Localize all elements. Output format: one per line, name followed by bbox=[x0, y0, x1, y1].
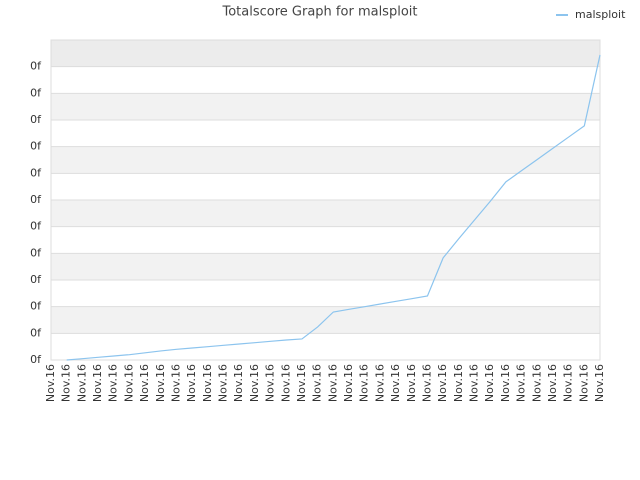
y-tick-label: 0f bbox=[30, 326, 42, 339]
legend-label: malsploit bbox=[575, 8, 626, 21]
y-tick-label: 0f bbox=[30, 140, 42, 153]
x-tick-label: Nov.16 bbox=[405, 364, 418, 402]
x-tick-label: Nov.16 bbox=[295, 364, 308, 402]
x-tick-label: Nov.16 bbox=[342, 364, 355, 402]
line bbox=[66, 54, 601, 361]
band bbox=[51, 280, 600, 307]
band bbox=[51, 173, 600, 200]
x-tick-label: Nov.16 bbox=[593, 364, 606, 402]
x-tick-label: Nov.16 bbox=[420, 364, 433, 402]
chart-title: Totalscore Graph for malsploit bbox=[222, 5, 418, 20]
x-tick-label: Nov.16 bbox=[279, 364, 292, 402]
y-tick-label: 0f bbox=[30, 113, 42, 126]
x-tick-label: Nov.16 bbox=[107, 364, 120, 402]
band bbox=[51, 66, 600, 94]
y-tick-label: 0f bbox=[30, 86, 42, 99]
x-tick-label: Nov.16 bbox=[577, 364, 590, 402]
band bbox=[51, 146, 600, 174]
x-tick-label: Nov.16 bbox=[122, 364, 135, 402]
y-tick-label: 0f bbox=[30, 273, 42, 286]
x-tick-label: Nov.16 bbox=[264, 364, 277, 402]
x-tick-label: Nov.16 bbox=[201, 364, 214, 402]
x-tick-label: Nov.16 bbox=[515, 364, 528, 402]
x-tick-label: Nov.16 bbox=[75, 364, 88, 402]
x-tick-label: Nov.16 bbox=[452, 364, 465, 402]
y-tick-label: 0f bbox=[30, 300, 42, 313]
y-tick-label: 0f bbox=[30, 193, 42, 206]
band bbox=[51, 40, 600, 67]
x-tick-label: Nov.16 bbox=[311, 364, 324, 402]
x-tick-label: Nov.16 bbox=[217, 364, 230, 402]
band bbox=[51, 253, 600, 280]
band bbox=[51, 120, 600, 147]
y-tick-label: 0f bbox=[30, 60, 42, 73]
y-tick-label: 0f bbox=[30, 246, 42, 259]
x-tick-label: Nov.16 bbox=[185, 364, 198, 402]
x-tick-label: Nov.16 bbox=[546, 364, 559, 402]
x-tick-label: Nov.16 bbox=[248, 364, 261, 402]
x-tick-label: Nov.16 bbox=[530, 364, 543, 402]
x-tick-label: Nov.16 bbox=[483, 364, 496, 402]
band bbox=[51, 93, 600, 120]
x-tick-label: Nov.16 bbox=[44, 364, 57, 402]
x-tick-label: Nov.16 bbox=[436, 364, 449, 402]
x-tick-label: Nov.16 bbox=[60, 364, 73, 402]
x-tick-label: Nov.16 bbox=[138, 364, 151, 402]
x-tick-label: Nov.16 bbox=[232, 364, 245, 402]
band bbox=[51, 226, 600, 254]
x-tick-label: Nov.16 bbox=[169, 364, 182, 402]
x-tick-label: Nov.16 bbox=[91, 364, 104, 402]
x-tick-label: Nov.16 bbox=[389, 364, 402, 402]
x-tick-label: Nov.16 bbox=[154, 364, 167, 402]
y-tick-label: 0f bbox=[30, 353, 42, 366]
band bbox=[51, 333, 600, 360]
x-tick-label: Nov.16 bbox=[562, 364, 575, 402]
x-tick-label: Nov.16 bbox=[326, 364, 339, 402]
y-tick-label: 0f bbox=[30, 220, 42, 233]
x-tick-label: Nov.16 bbox=[468, 364, 481, 402]
band bbox=[51, 200, 600, 227]
x-tick-label: Nov.16 bbox=[358, 364, 371, 402]
x-tick-label: Nov.16 bbox=[499, 364, 512, 402]
y-tick-label: 0f bbox=[30, 166, 42, 179]
x-tick-label: Nov.16 bbox=[373, 364, 386, 402]
